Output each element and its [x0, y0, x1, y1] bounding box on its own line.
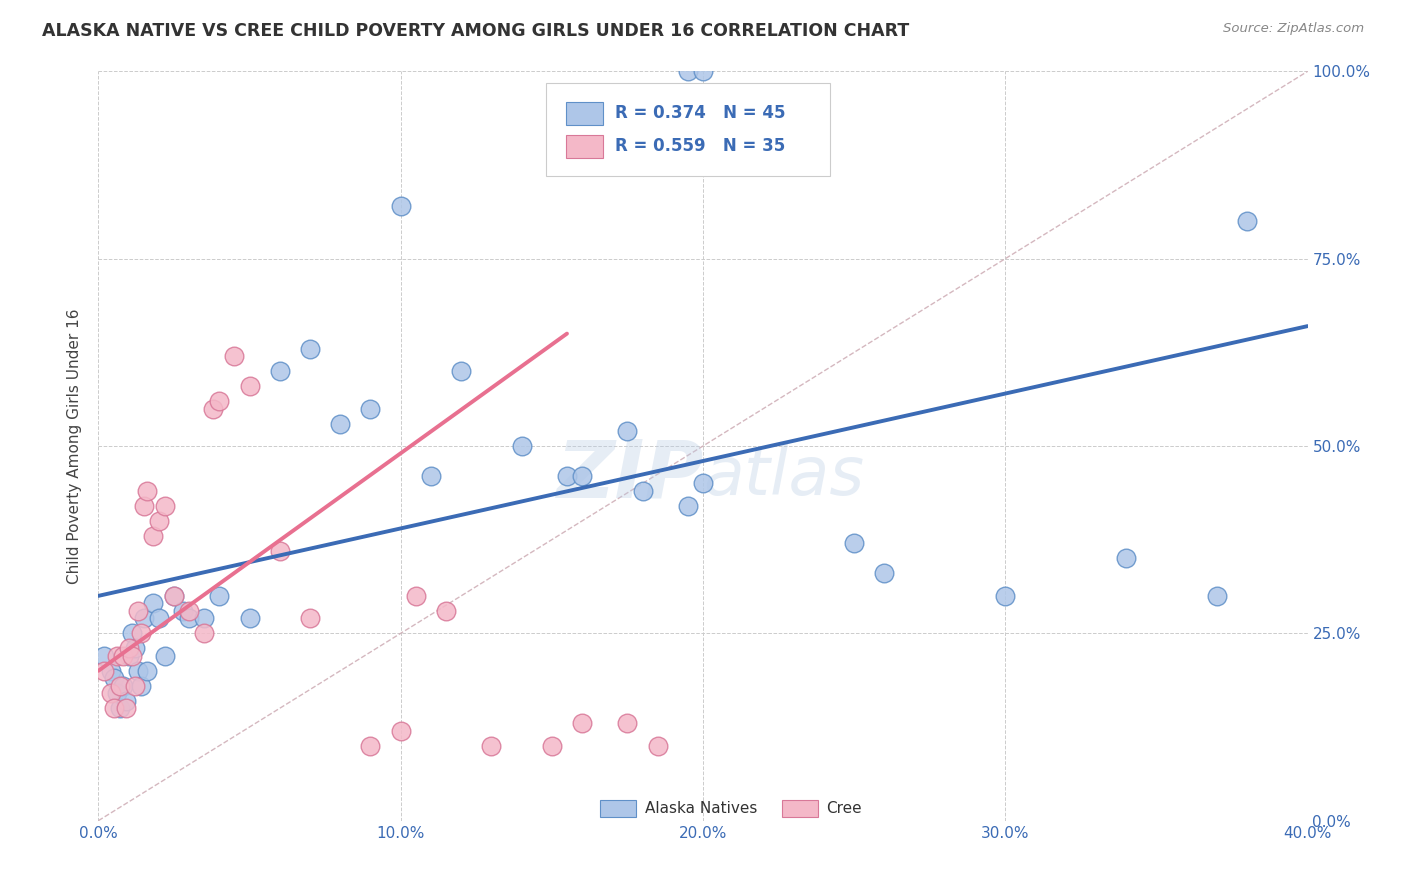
Point: [676, 499, 699, 513]
Point: [118, 641, 141, 656]
Point: [360, 739, 382, 753]
Point: [208, 394, 231, 409]
Point: [172, 604, 194, 618]
Point: [100, 664, 122, 678]
Point: [208, 589, 231, 603]
FancyBboxPatch shape: [567, 135, 603, 158]
Point: [153, 499, 176, 513]
Point: [405, 589, 427, 603]
Point: [114, 701, 136, 715]
Point: [111, 679, 134, 693]
Text: Source: ZipAtlas.com: Source: ZipAtlas.com: [1223, 22, 1364, 36]
Point: [994, 589, 1017, 603]
Y-axis label: Child Poverty Among Girls Under 16: Child Poverty Among Girls Under 16: [67, 309, 83, 583]
Point: [676, 64, 699, 78]
Point: [360, 401, 382, 416]
Point: [616, 716, 638, 731]
Point: [239, 611, 262, 625]
Point: [692, 64, 714, 78]
Point: [129, 626, 152, 640]
Point: [111, 648, 134, 663]
Point: [132, 611, 155, 625]
Point: [163, 589, 186, 603]
Point: [571, 716, 593, 731]
Point: [1236, 214, 1258, 228]
Point: [1206, 589, 1229, 603]
Text: R = 0.559   N = 35: R = 0.559 N = 35: [614, 137, 785, 155]
Point: [153, 648, 176, 663]
Point: [127, 604, 149, 618]
Point: [631, 483, 654, 498]
Point: [202, 401, 225, 416]
Point: [114, 694, 136, 708]
Point: [647, 739, 669, 753]
Point: [179, 611, 201, 625]
Point: [329, 417, 352, 431]
Point: [124, 641, 146, 656]
Text: Cree: Cree: [827, 801, 862, 816]
Point: [100, 686, 122, 700]
Point: [434, 604, 457, 618]
Text: R = 0.374   N = 45: R = 0.374 N = 45: [614, 104, 785, 122]
Point: [179, 604, 201, 618]
Point: [105, 686, 128, 700]
Text: ZIP: ZIP: [555, 437, 703, 515]
Point: [193, 626, 215, 640]
Point: [571, 469, 593, 483]
Point: [239, 379, 262, 393]
Point: [616, 424, 638, 438]
Point: [103, 671, 125, 685]
Point: [127, 664, 149, 678]
Point: [108, 701, 131, 715]
Text: ALASKA NATIVE VS CREE CHILD POVERTY AMONG GIRLS UNDER 16 CORRELATION CHART: ALASKA NATIVE VS CREE CHILD POVERTY AMON…: [42, 22, 910, 40]
Point: [148, 611, 170, 625]
Point: [299, 342, 322, 356]
Point: [135, 664, 157, 678]
Point: [93, 664, 115, 678]
FancyBboxPatch shape: [546, 83, 830, 177]
Point: [269, 364, 291, 378]
Point: [105, 648, 128, 663]
Point: [129, 679, 152, 693]
Point: [108, 679, 131, 693]
Point: [132, 499, 155, 513]
Point: [692, 476, 714, 491]
FancyBboxPatch shape: [600, 800, 637, 817]
Point: [135, 483, 157, 498]
Point: [873, 566, 896, 581]
Point: [555, 469, 578, 483]
Point: [118, 648, 141, 663]
Point: [269, 544, 291, 558]
Point: [450, 364, 472, 378]
Point: [844, 536, 866, 550]
Point: [481, 739, 503, 753]
Point: [103, 701, 125, 715]
Point: [121, 626, 143, 640]
Text: atlas: atlas: [703, 443, 865, 509]
Point: [142, 529, 165, 543]
Point: [142, 596, 165, 610]
Point: [124, 679, 146, 693]
Point: [163, 589, 186, 603]
Point: [420, 469, 443, 483]
Point: [121, 648, 143, 663]
Text: Alaska Natives: Alaska Natives: [645, 801, 758, 816]
Point: [1115, 551, 1137, 566]
Point: [148, 514, 170, 528]
Point: [389, 723, 412, 738]
FancyBboxPatch shape: [567, 102, 603, 125]
Point: [193, 611, 215, 625]
Point: [224, 349, 246, 363]
Point: [510, 439, 533, 453]
Point: [389, 199, 412, 213]
FancyBboxPatch shape: [782, 800, 818, 817]
Point: [93, 648, 115, 663]
Point: [299, 611, 322, 625]
Point: [540, 739, 562, 753]
